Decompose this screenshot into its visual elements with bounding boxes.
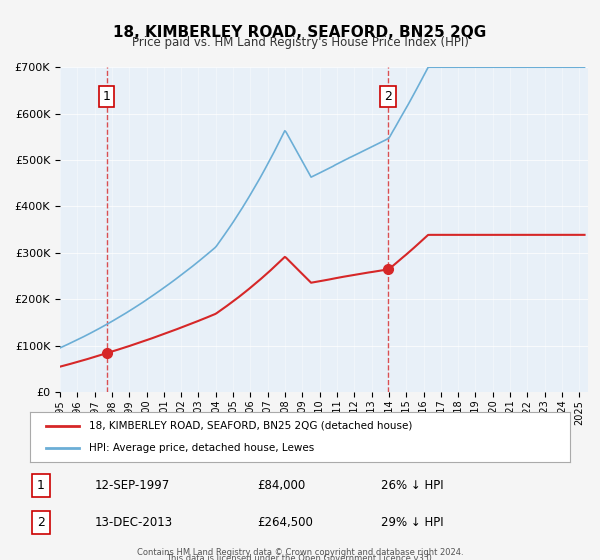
Text: 18, KIMBERLEY ROAD, SEAFORD, BN25 2QG (detached house): 18, KIMBERLEY ROAD, SEAFORD, BN25 2QG (d… — [89, 421, 413, 431]
Text: 12-SEP-1997: 12-SEP-1997 — [95, 479, 170, 492]
Text: 29% ↓ HPI: 29% ↓ HPI — [381, 516, 443, 529]
Text: 2: 2 — [37, 516, 45, 529]
Text: HPI: Average price, detached house, Lewes: HPI: Average price, detached house, Lewe… — [89, 443, 314, 453]
Text: Price paid vs. HM Land Registry's House Price Index (HPI): Price paid vs. HM Land Registry's House … — [131, 36, 469, 49]
Text: £264,500: £264,500 — [257, 516, 313, 529]
Text: 1: 1 — [103, 90, 110, 103]
Text: Contains HM Land Registry data © Crown copyright and database right 2024.: Contains HM Land Registry data © Crown c… — [137, 548, 463, 557]
Text: 1: 1 — [37, 479, 45, 492]
Text: 13-DEC-2013: 13-DEC-2013 — [95, 516, 173, 529]
Text: 2: 2 — [384, 90, 392, 103]
Text: This data is licensed under the Open Government Licence v3.0.: This data is licensed under the Open Gov… — [166, 554, 434, 560]
Text: 26% ↓ HPI: 26% ↓ HPI — [381, 479, 443, 492]
Text: 18, KIMBERLEY ROAD, SEAFORD, BN25 2QG: 18, KIMBERLEY ROAD, SEAFORD, BN25 2QG — [113, 25, 487, 40]
Text: £84,000: £84,000 — [257, 479, 305, 492]
